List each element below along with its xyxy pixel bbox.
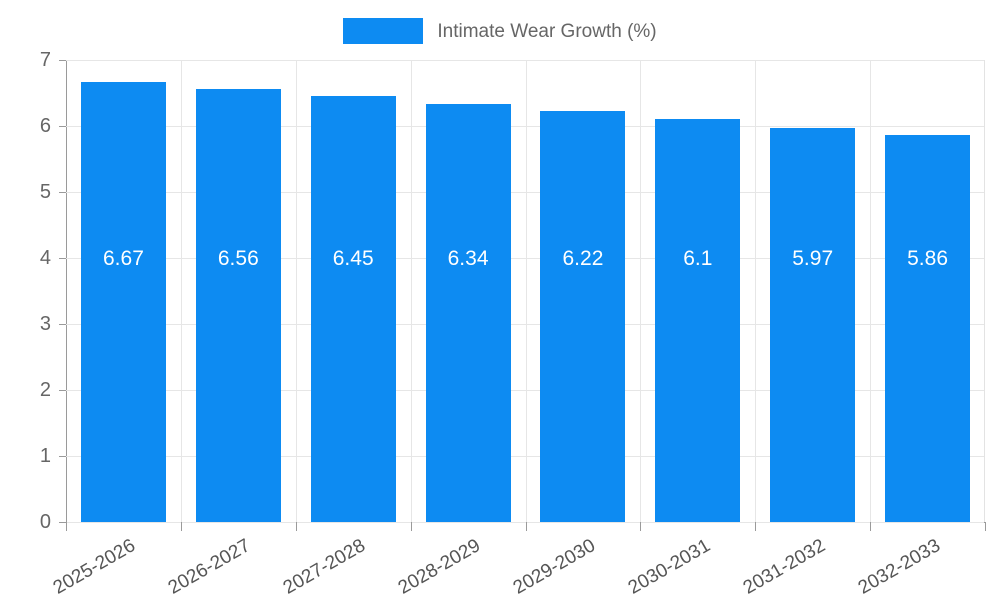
- y-tick-mark: [59, 60, 66, 61]
- legend-item-intimate-wear-growth[interactable]: Intimate Wear Growth (%): [343, 18, 657, 44]
- gridline-horizontal: [66, 456, 984, 457]
- gridline-vertical: [755, 60, 756, 522]
- x-tick-label: 2028-2029: [394, 535, 485, 599]
- gridline-horizontal: [66, 192, 984, 193]
- bar-value-label: 5.97: [792, 247, 834, 270]
- gridline-horizontal: [66, 390, 984, 391]
- y-tick-label: 7: [39, 49, 51, 71]
- gridline-vertical: [526, 60, 527, 522]
- bar-value-label: 6.22: [562, 247, 604, 270]
- y-tick-label: 0: [39, 511, 51, 533]
- plot-area: [66, 60, 985, 523]
- y-tick-mark: [59, 126, 66, 127]
- x-tick-label: 2029-2030: [509, 535, 599, 599]
- x-tick-mark: [410, 522, 412, 531]
- gridline-vertical: [870, 60, 871, 522]
- x-tick-label: 2032-2033: [854, 535, 944, 599]
- y-tick-mark: [59, 192, 66, 193]
- y-tick-label: 4: [39, 247, 51, 269]
- x-tick-mark: [295, 522, 297, 531]
- gridline-horizontal: [66, 258, 984, 259]
- x-tick-mark: [985, 522, 986, 531]
- x-tick-label: 2026-2027: [165, 535, 255, 599]
- bar[interactable]: [80, 81, 166, 522]
- bar-value-label: 5.86: [907, 247, 948, 270]
- bar[interactable]: [310, 96, 396, 522]
- y-axis-line: [66, 60, 67, 523]
- y-tick-mark: [59, 522, 66, 523]
- y-tick-mark: [59, 324, 66, 325]
- bar-value-label: 6.45: [332, 247, 374, 270]
- gridline-horizontal: [66, 522, 984, 523]
- gridline-vertical: [640, 60, 641, 522]
- y-tick-mark: [59, 456, 66, 457]
- x-tick-label: 2031-2032: [739, 535, 829, 599]
- y-tick-label: 2: [39, 379, 51, 401]
- gridline-vertical: [296, 60, 297, 522]
- bar[interactable]: [770, 127, 856, 522]
- x-tick-mark: [525, 522, 527, 531]
- bar[interactable]: [540, 111, 626, 522]
- legend-color-swatch-icon: [343, 18, 424, 44]
- bar-value-label: 6.56: [217, 247, 259, 270]
- x-tick-mark: [755, 522, 757, 531]
- bar[interactable]: [655, 119, 741, 522]
- x-tick-label: 2025-2026: [50, 535, 140, 599]
- chart-legend: Intimate Wear Growth (%): [0, 10, 1000, 52]
- y-tick-mark: [59, 390, 66, 391]
- gridline-vertical: [411, 60, 412, 522]
- x-tick-mark: [66, 522, 67, 531]
- gridline-horizontal: [66, 60, 984, 61]
- y-tick-label: 6: [39, 115, 51, 137]
- bar[interactable]: [425, 103, 511, 522]
- bar[interactable]: [885, 135, 971, 522]
- x-tick-mark: [870, 522, 872, 531]
- x-tick-mark: [180, 522, 182, 531]
- gridline-vertical: [181, 60, 182, 522]
- x-tick-label: 2030-2031: [624, 535, 714, 599]
- y-tick-label: 3: [39, 313, 51, 335]
- gridline-horizontal: [66, 324, 984, 325]
- bar-value-label: 6.1: [683, 247, 713, 270]
- y-tick-label: 5: [39, 181, 51, 203]
- bar-value-label: 6.34: [447, 247, 489, 270]
- gridline-horizontal: [66, 126, 984, 127]
- x-tick-mark: [640, 522, 642, 531]
- x-tick-label: 2027-2028: [279, 535, 370, 599]
- y-tick-mark: [59, 258, 66, 259]
- bar-value-label: 6.67: [103, 247, 144, 270]
- bar[interactable]: [195, 89, 281, 522]
- y-tick-label: 1: [39, 445, 51, 467]
- legend-item-label: Intimate Wear Growth (%): [437, 20, 657, 42]
